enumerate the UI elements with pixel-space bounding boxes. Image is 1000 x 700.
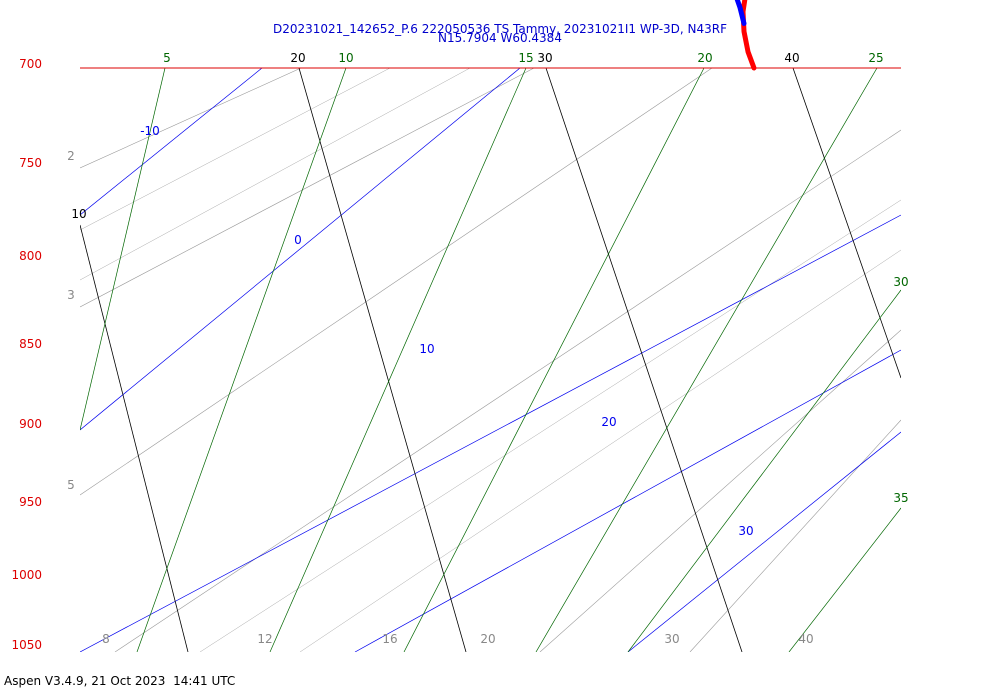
dry-adiabat-line-3 xyxy=(792,68,901,379)
moist-adiabat-line-0 xyxy=(80,68,166,431)
dry-adiabat-line-0 xyxy=(80,224,189,652)
dry-adiabat-label-40: 40 xyxy=(784,51,799,65)
aux-gray-line-2 xyxy=(199,199,901,652)
mixing-ratio-left-label-3: 3 xyxy=(67,288,75,302)
mixing-ratio-line-5 xyxy=(689,419,901,652)
moist-adiabat-line-1 xyxy=(136,68,347,652)
pressure-label-950: 950 xyxy=(19,495,42,509)
mixing-ratio-label-16: 16 xyxy=(382,632,397,646)
isotherm-label-0: 0 xyxy=(294,233,302,247)
mixing-ratio-label-30: 30 xyxy=(664,632,679,646)
pressure-label-900: 900 xyxy=(19,417,42,431)
isotherm-label-10: 10 xyxy=(419,342,434,356)
chart-title-line1: D20231021_142652_P.6 222050536 TS Tammy,… xyxy=(273,22,727,36)
mixing-ratio-line-2 xyxy=(80,68,713,496)
pressure-label-800: 800 xyxy=(19,249,42,263)
chart-title-line2: N15.7904 W60.4384 xyxy=(438,31,562,45)
isotherm-label-20: 20 xyxy=(601,415,616,429)
isobar-lines xyxy=(80,67,901,69)
moist-adiabat-label-5: 5 xyxy=(163,51,171,65)
software-version-footer: Aspen V3.4.9, 21 Oct 2023 14:41 UTC xyxy=(4,674,236,688)
mixing-ratio-line-3 xyxy=(114,129,901,652)
isotherm-line-4 xyxy=(627,431,901,652)
moist-adiabat-line-5 xyxy=(627,289,901,652)
mixing-ratio-label-40: 40 xyxy=(798,632,813,646)
moist-adiabat-label-15: 15 xyxy=(518,51,533,65)
profile-series-1 xyxy=(734,0,747,26)
moist-adiabat-label-right-35: 35 xyxy=(893,491,908,505)
pressure-label-850: 850 xyxy=(19,337,42,351)
moist-adiabat-line-3 xyxy=(403,68,705,652)
isotherm-line-1 xyxy=(80,68,521,431)
mixing-ratio-label-20: 20 xyxy=(480,632,495,646)
isotherm-line-2 xyxy=(80,214,901,652)
mixing-ratio-label-12: 12 xyxy=(257,632,272,646)
aux-gray-line-0 xyxy=(80,68,471,281)
moist-adiabat-label-10: 10 xyxy=(338,51,353,65)
isotherm-label-30: 30 xyxy=(738,524,753,538)
aux-gray-line-1 xyxy=(80,68,391,231)
dry-adiabat-label-20: 20 xyxy=(290,51,305,65)
mixing-ratio-line-0 xyxy=(80,68,302,169)
moist-adiabat-line-4 xyxy=(535,68,878,652)
moist-adiabat-label-20: 20 xyxy=(697,51,712,65)
mixing-ratio-left-label-2: 2 xyxy=(67,149,75,163)
grid-lines xyxy=(80,68,901,652)
pressure-label-1000: 1000 xyxy=(11,568,42,582)
pressure-label-750: 750 xyxy=(19,156,42,170)
dry-adiabat-line-2 xyxy=(545,68,743,652)
isotherm-label--10: -10 xyxy=(140,124,160,138)
dry-adiabat-label-30: 30 xyxy=(537,51,552,65)
pressure-label-700: 700 xyxy=(19,57,42,71)
aux-gray-line-3 xyxy=(299,249,901,652)
dry-adiabat-line-1 xyxy=(298,68,467,652)
moist-adiabat-label-25: 25 xyxy=(868,51,883,65)
dry-adiabat-label-left: 10 xyxy=(71,207,86,221)
moist-adiabat-line-2 xyxy=(269,68,527,652)
mixing-ratio-line-1 xyxy=(80,68,535,308)
isotherm-line-3 xyxy=(354,349,901,652)
pressure-label-1050: 1050 xyxy=(11,638,42,652)
mixing-ratio-left-label-5: 5 xyxy=(67,478,75,492)
isotherm-line-0 xyxy=(80,68,263,216)
mixing-ratio-label-8: 8 xyxy=(102,632,110,646)
moist-adiabat-line-6 xyxy=(788,507,901,652)
moist-adiabat-label-right-30: 30 xyxy=(893,275,908,289)
